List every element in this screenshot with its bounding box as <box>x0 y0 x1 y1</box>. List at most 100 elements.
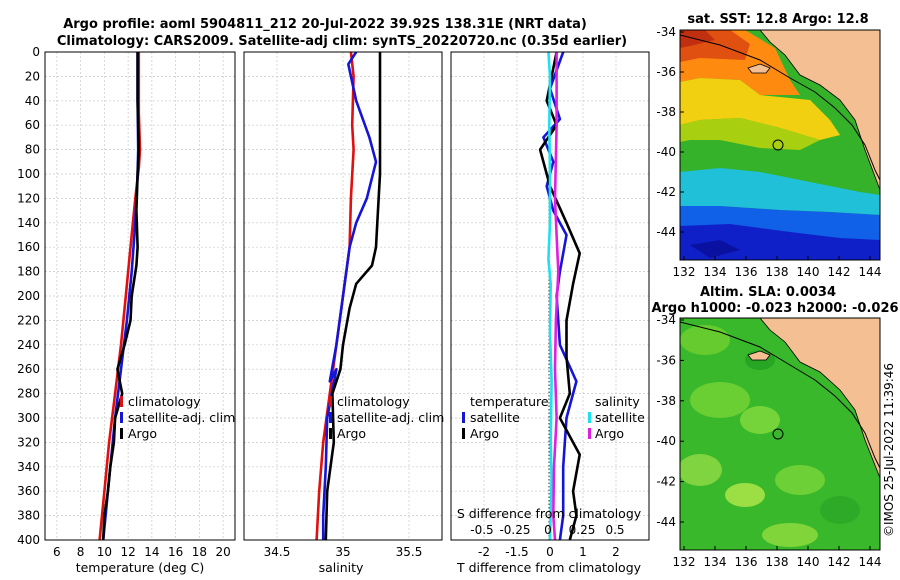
salinity-legend-argo: Argo <box>337 426 366 441</box>
legend-t-heading: temperature <box>470 394 549 409</box>
sla-map-image <box>680 318 880 550</box>
salinity-diff-tick-label: 0 <box>544 523 552 537</box>
map-x-tick-label: 134 <box>704 265 727 279</box>
y-tick-label: 260 <box>17 362 40 376</box>
x-tick-label: 6 <box>53 545 61 559</box>
sst-argo-location <box>772 139 784 151</box>
x-tick-label: 14 <box>144 545 159 559</box>
series-line-s-argo <box>551 52 560 540</box>
figure-title-line1: Argo profile: aoml 5904811_212 20-Jul-20… <box>63 17 587 32</box>
sst-map-panel: sat. SST: 12.8 Argo: 12.8 132 134 136 138 14… <box>656 12 881 279</box>
temperature-axes-frame <box>44 51 236 541</box>
map-x-tick-label: 136 <box>735 555 758 569</box>
map-x-tick-label: 134 <box>704 555 727 569</box>
series-line-argo <box>324 52 382 540</box>
map-x-tick-label: 140 <box>797 555 820 569</box>
map-y-tick-label: -40 <box>656 145 676 159</box>
y-tick-label: 100 <box>17 167 40 181</box>
map-x-tick-label: 138 <box>766 555 789 569</box>
x-tick-label: 34.5 <box>264 545 291 559</box>
y-tick-label: 280 <box>17 387 40 401</box>
y-tick-label: 340 <box>17 460 40 474</box>
map-y-tick-label: -36 <box>656 65 676 79</box>
x-tick-label: 20 <box>215 545 230 559</box>
y-tick-label: 60 <box>25 118 40 132</box>
salinity-legend-satellite: satellite-adj. clim <box>337 410 444 425</box>
map-y-tick-label: -36 <box>656 353 676 367</box>
difference-legend-t: temperature satellite Argo <box>462 394 549 441</box>
salinity-panel: 34.5 35 35.5 salinity climatology satellit… <box>243 51 444 575</box>
salinity-diff-tick-label: -0.5 <box>470 523 493 537</box>
map-x-tick-label: 138 <box>766 265 789 279</box>
sla-argo-location <box>772 428 784 440</box>
y-tick-label: 0 <box>32 45 40 59</box>
map-x-tick-label: 132 <box>673 555 696 569</box>
map-y-tick-label: -38 <box>656 394 676 408</box>
map-y-tick-label: -38 <box>656 105 676 119</box>
temperature-legend-argo: Argo <box>128 426 157 441</box>
map-y-tick-label: -40 <box>656 434 676 448</box>
difference-xlabel: T difference from climatology <box>456 560 642 575</box>
y-tick-label: 180 <box>17 265 40 279</box>
salinity-legend-climatology: climatology <box>337 394 410 409</box>
sla-map-subtitle: Argo h1000: -0.023 h2000: -0.026 <box>651 301 898 316</box>
sst-map-image <box>680 30 880 260</box>
x-tick-label: 0 <box>546 545 554 559</box>
y-tick-label: 40 <box>25 94 40 108</box>
y-tick-label: 400 <box>17 533 40 547</box>
salinity-legend: climatology satellite-adj. clim Argo <box>329 394 444 441</box>
map-x-tick-label: 142 <box>828 265 851 279</box>
legend-t-satellite: satellite <box>470 410 520 425</box>
temperature-legend: climatology satellite-adj. clim Argo <box>120 394 235 441</box>
x-tick-label: 35 <box>335 545 350 559</box>
x-tick-label: 12 <box>120 545 135 559</box>
sst-map-title: sat. SST: 12.8 Argo: 12.8 <box>687 12 868 27</box>
map-y-tick-label: -44 <box>656 515 676 529</box>
x-tick-label: 8 <box>77 545 85 559</box>
salinity-xlabel: salinity <box>319 560 364 575</box>
map-x-tick-label: 144 <box>859 555 882 569</box>
salinity-diff-tick-label: -0.25 <box>499 523 530 537</box>
y-tick-label: 120 <box>17 191 40 205</box>
sla-map-panel: Altim. SLA: 0.0034 Argo h1000: -0.023 h2… <box>651 285 898 569</box>
y-tick-label: 80 <box>25 143 40 157</box>
map-y-tick-label: -34 <box>656 313 676 327</box>
legend-s-heading: salinity <box>595 394 640 409</box>
y-tick-label: 380 <box>17 509 40 523</box>
map-x-tick-label: 144 <box>859 265 882 279</box>
y-tick-label: 360 <box>17 484 40 498</box>
series-line-s-satellite <box>547 52 553 540</box>
difference-xlabel-salinity: S difference from climatology <box>457 506 642 521</box>
series-line-satellite-adj-clim <box>321 52 378 540</box>
x-tick-label: 18 <box>192 545 207 559</box>
map-y-tick-label: -42 <box>656 475 676 489</box>
y-tick-label: 20 <box>25 69 40 83</box>
series-line-argo <box>101 52 141 540</box>
x-tick-label: 1 <box>579 545 587 559</box>
salinity-diff-tick-label: 0.5 <box>605 523 624 537</box>
x-tick-label: 35.5 <box>396 545 423 559</box>
map-y-tick-label: -34 <box>656 25 676 39</box>
y-tick-label: 200 <box>17 289 40 303</box>
legend-s-satellite: satellite <box>595 410 645 425</box>
difference-panel: -2 -1.5 0 1 2 T difference from climatology … <box>450 51 650 575</box>
map-x-tick-label: 140 <box>797 265 820 279</box>
series-line-t-satellite <box>542 52 578 540</box>
x-tick-label: 10 <box>97 545 112 559</box>
salinity-axes-frame <box>243 51 443 541</box>
y-tick-label: 140 <box>17 216 40 230</box>
temperature-panel: 0 20 40 60 80 100 120 140 160 180 200 220 240 260 280 3… <box>17 45 236 575</box>
map-x-tick-label: 136 <box>735 265 758 279</box>
legend-s-argo: Argo <box>595 426 624 441</box>
figure-title-line2: Climatology: CARS2009. Satellite-adj cli… <box>57 34 627 49</box>
y-tick-label: 220 <box>17 313 40 327</box>
map-y-tick-label: -42 <box>656 185 676 199</box>
map-x-tick-label: 132 <box>673 265 696 279</box>
legend-t-argo: Argo <box>470 426 499 441</box>
temperature-legend-climatology: climatology <box>128 394 201 409</box>
x-tick-label: -2 <box>478 545 490 559</box>
difference-axes-frame <box>450 51 650 541</box>
x-tick-label: 16 <box>168 545 183 559</box>
map-y-tick-label: -44 <box>656 225 676 239</box>
